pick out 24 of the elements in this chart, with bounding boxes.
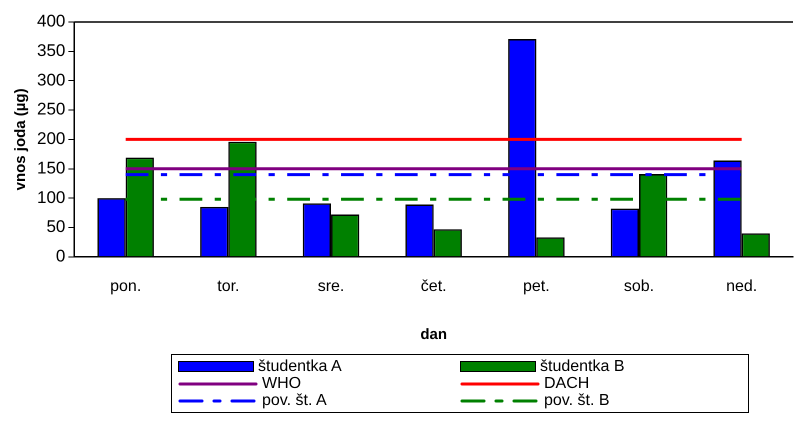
y-axis-title: vnos joda (µg) (12, 88, 30, 190)
x-tick-label: čet. (420, 278, 447, 295)
x-axis-title: dan (420, 326, 448, 344)
legend-label: študentka B (540, 358, 624, 375)
legend-label: pov. št. B (544, 392, 610, 409)
legend-label: WHO (262, 375, 302, 392)
legend-label: študentka A (258, 358, 342, 375)
y-tick-label: 250 (36, 100, 66, 119)
y-tick-label: 300 (36, 70, 66, 90)
y-tick-label: 50 (46, 217, 66, 236)
y-tick-label: 0 (56, 246, 66, 266)
y-tick-label: 100 (36, 188, 66, 207)
y-tick-label: 350 (36, 41, 66, 60)
legend-label: DACH (544, 375, 590, 392)
x-tick-label: ned. (726, 278, 758, 295)
x-tick-label: pet. (523, 278, 550, 295)
x-tick-label: pon. (110, 278, 142, 295)
x-tick-label: sre. (318, 278, 344, 295)
y-tick-label: 200 (36, 129, 66, 148)
y-tick-label: 150 (36, 158, 66, 178)
y-tick-label: 400 (36, 12, 66, 31)
x-tick-label: sob. (624, 278, 654, 295)
legend-label: pov. št. A (262, 392, 327, 409)
x-tick-label: tor. (217, 278, 240, 295)
